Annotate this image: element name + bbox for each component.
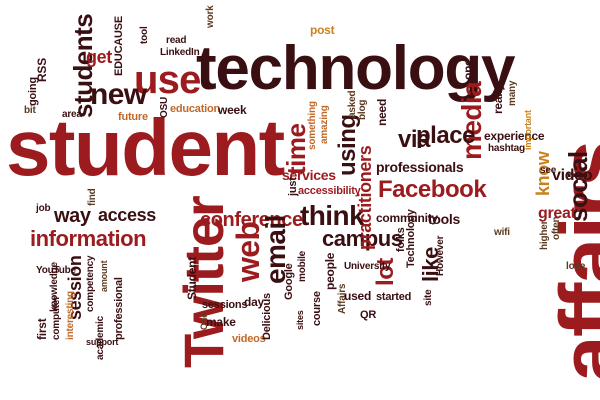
word-course: course <box>311 291 323 326</box>
word-student-capital: Student <box>185 257 199 300</box>
word-sessions: sessions <box>202 299 248 311</box>
word-via: via <box>398 126 430 153</box>
word-google: Google <box>283 263 295 300</box>
word-wifi: wifi <box>494 227 510 238</box>
word-post: post <box>310 23 335 37</box>
word-tool: tool <box>139 26 150 44</box>
word-interesting: interesting <box>65 291 76 340</box>
word-higher: higher <box>539 220 550 250</box>
word-something: something <box>307 101 318 150</box>
word-day: day <box>244 295 264 309</box>
word-new: new <box>90 78 147 111</box>
word-delicious: Delicious <box>261 293 273 340</box>
word-support: support <box>86 337 119 347</box>
word-amount: amount <box>99 260 109 292</box>
word-however: However <box>435 235 446 276</box>
word-area: area <box>62 109 82 120</box>
word-love: love <box>566 261 586 272</box>
word-important: important <box>523 110 533 150</box>
word-student: student <box>6 103 285 192</box>
word-see: see <box>540 165 557 176</box>
word-going: going <box>27 77 39 106</box>
word-mobile: mobile <box>297 250 308 282</box>
word-started: started <box>376 291 412 303</box>
word-university: University <box>344 261 391 272</box>
word-future: future <box>118 111 148 123</box>
word-professionals: professionals <box>376 159 464 175</box>
word-facebook: Facebook <box>378 176 487 203</box>
word-one: one <box>461 59 475 80</box>
word-qr: QR <box>360 309 377 321</box>
word-blog: blog <box>357 99 368 120</box>
word-accessibility: accessibility <box>298 185 361 197</box>
word-access: access <box>98 205 156 225</box>
word-linkedin: LinkedIn <box>160 47 200 58</box>
word-services: services <box>282 167 336 183</box>
word-bit: bit <box>24 105 36 116</box>
word-asked: asked <box>347 90 358 118</box>
word-make: make <box>206 315 236 329</box>
word-campus: campus <box>322 226 403 251</box>
word-use: use <box>134 58 201 102</box>
word-job: job <box>36 203 51 214</box>
word-think: think <box>300 200 365 231</box>
word-really: really <box>491 84 505 114</box>
word-community: community <box>376 211 438 225</box>
word-work: work <box>205 5 216 28</box>
word-competency: competency <box>85 255 96 312</box>
word-need: need <box>375 98 389 126</box>
word-first: first <box>35 318 49 340</box>
word-osu: OSU <box>159 96 170 118</box>
word-tools: tools <box>428 211 461 227</box>
word-youtube: YouTube <box>36 265 76 276</box>
word-often: often <box>551 216 562 240</box>
word-used: used <box>344 289 372 303</box>
word-people: people <box>323 252 337 290</box>
word-technology-capital: Technology <box>405 209 417 268</box>
word-information: information <box>30 226 147 251</box>
word-week: week <box>218 103 247 117</box>
word-conference: conference <box>200 209 303 231</box>
word-find: find <box>87 188 98 206</box>
word-amazing: amazing <box>319 105 330 144</box>
word-professional: professional <box>113 277 125 340</box>
word-experience: experience <box>484 129 545 143</box>
word-get: get <box>86 47 112 67</box>
word-site: site <box>423 289 434 306</box>
word-computer: computer <box>51 296 62 340</box>
word-video: video <box>552 167 593 184</box>
word-read: read <box>166 35 187 46</box>
word-education: education <box>170 103 220 115</box>
word-way: way <box>54 205 91 227</box>
word-videos: videos <box>232 333 266 345</box>
word-place: place <box>416 122 475 149</box>
word-many: many <box>507 80 518 106</box>
word-technology: technology <box>196 34 516 103</box>
word-sites: sites <box>295 310 305 330</box>
word-just: just <box>287 177 299 196</box>
word-great: great <box>538 205 576 222</box>
word-hashtag: hashtag <box>488 143 525 154</box>
word-practitioners: practitioners <box>355 145 375 250</box>
word-educause: EDUCAUSE <box>113 16 125 76</box>
